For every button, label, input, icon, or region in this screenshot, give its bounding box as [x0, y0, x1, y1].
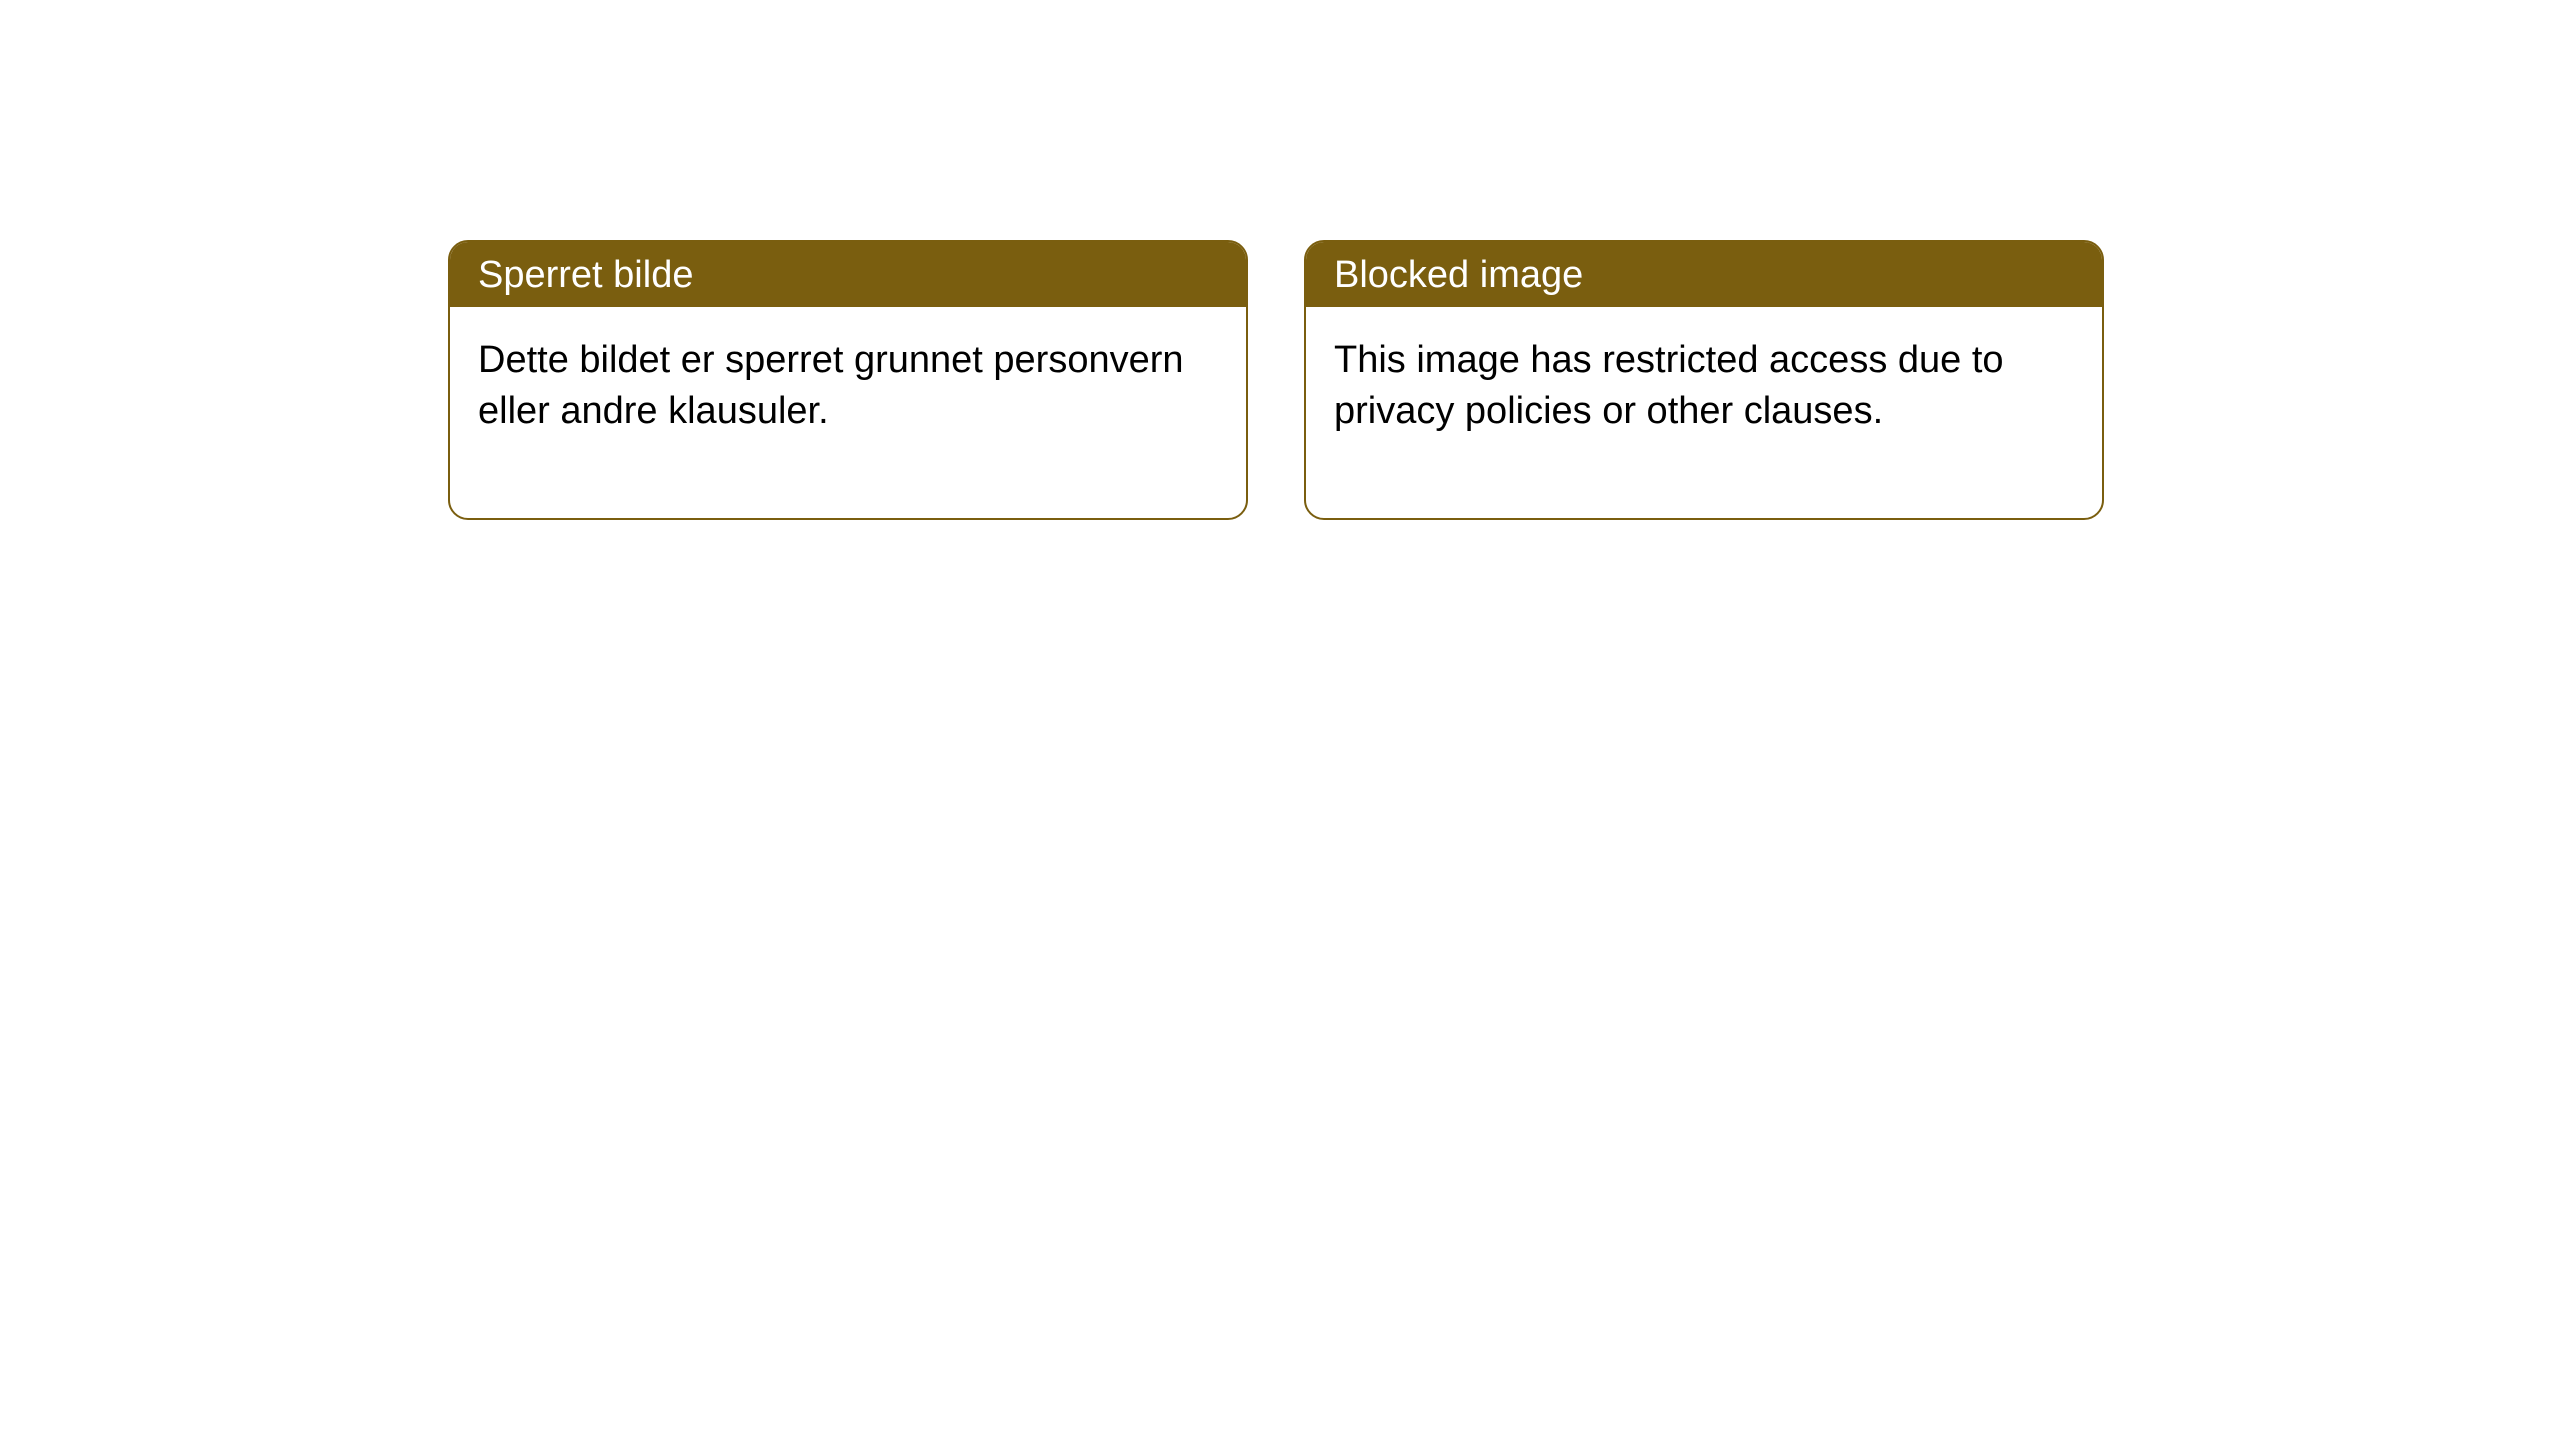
card-body-text: This image has restricted access due to …: [1306, 307, 2102, 518]
card-body-text: Dette bildet er sperret grunnet personve…: [450, 307, 1246, 518]
card-title: Blocked image: [1306, 242, 2102, 307]
notice-card-norwegian: Sperret bilde Dette bildet er sperret gr…: [448, 240, 1248, 520]
notice-cards-row: Sperret bilde Dette bildet er sperret gr…: [0, 0, 2560, 520]
card-title: Sperret bilde: [450, 242, 1246, 307]
notice-card-english: Blocked image This image has restricted …: [1304, 240, 2104, 520]
